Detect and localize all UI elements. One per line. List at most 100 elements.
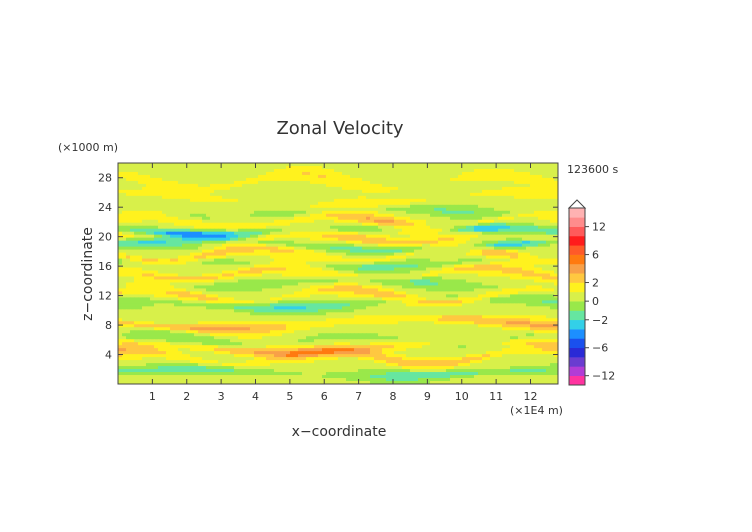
field-cell (554, 243, 559, 248)
field-cell (554, 249, 559, 253)
field-cell (494, 273, 499, 277)
field-cell (478, 231, 483, 236)
field-cell (374, 246, 379, 251)
field-cell (186, 237, 191, 242)
field-cell (230, 216, 235, 221)
field-cell (510, 231, 515, 236)
field-cell (286, 222, 291, 227)
field-cell (246, 165, 251, 170)
field-cell (238, 291, 243, 295)
field-cell (350, 264, 355, 268)
field-cell (130, 264, 135, 268)
field-cell (438, 249, 443, 253)
field-cell (410, 270, 415, 274)
field-cell (286, 195, 291, 200)
field-cell (266, 225, 271, 230)
field-cell (314, 201, 319, 206)
field-cell (194, 180, 199, 185)
field-cell (126, 297, 131, 301)
field-cell (374, 291, 379, 295)
field-cell (218, 186, 223, 191)
field-cell (510, 291, 515, 295)
field-cell (354, 204, 359, 209)
field-cell (182, 234, 187, 239)
field-cell (130, 204, 135, 209)
field-cell (446, 168, 451, 173)
field-cell (342, 270, 347, 274)
field-cell (238, 252, 243, 256)
field-cell (254, 204, 259, 209)
field-cell (358, 243, 363, 248)
field-cell (422, 246, 427, 251)
field-cell (338, 204, 343, 209)
field-cell (122, 240, 127, 245)
field-cell (366, 180, 371, 185)
field-cell (226, 243, 231, 248)
field-cell (190, 267, 195, 271)
field-cell (478, 246, 483, 251)
field-cell (426, 198, 431, 203)
field-cell (202, 186, 207, 191)
field-cell (130, 171, 135, 176)
field-cell (294, 195, 299, 200)
field-cell (542, 186, 547, 191)
field-cell (226, 186, 231, 191)
field-cell (266, 198, 271, 203)
field-cell (186, 213, 191, 218)
field-cell (530, 163, 535, 167)
field-cell (422, 192, 427, 197)
field-cell (266, 219, 271, 224)
field-cell (370, 234, 375, 239)
field-cell (446, 231, 451, 236)
field-cell (498, 258, 503, 262)
field-cell (442, 171, 447, 176)
field-cell (294, 186, 299, 191)
field-cell (242, 264, 247, 268)
field-cell (282, 213, 287, 218)
field-cell (262, 171, 267, 176)
field-cell (422, 186, 427, 191)
field-cell (450, 210, 455, 215)
field-cell (362, 186, 367, 191)
field-cell (378, 222, 383, 227)
field-cell (310, 198, 315, 203)
field-cell (518, 186, 523, 191)
field-cell (194, 192, 199, 197)
field-cell (266, 231, 271, 236)
field-cell (206, 210, 211, 215)
field-cell (482, 174, 487, 179)
field-cell (426, 195, 431, 200)
field-cell (166, 279, 171, 283)
field-cell (266, 168, 271, 173)
field-cell (222, 216, 227, 221)
field-cell (434, 222, 439, 227)
field-cell (190, 285, 195, 289)
field-cell (486, 288, 491, 292)
field-cell (166, 261, 171, 265)
field-cell (214, 279, 219, 283)
field-cell (130, 267, 135, 271)
field-cell (238, 189, 243, 194)
field-cell (330, 240, 335, 245)
field-cell (518, 267, 523, 271)
field-cell (514, 228, 519, 233)
field-cell (338, 165, 343, 170)
field-cell (494, 180, 499, 185)
field-cell (390, 288, 395, 292)
field-cell (426, 270, 431, 274)
field-cell (178, 204, 183, 209)
field-cell (438, 163, 443, 167)
field-cell (534, 168, 539, 173)
field-cell (318, 171, 323, 176)
field-cell (190, 243, 195, 248)
field-cell (522, 198, 527, 203)
field-cell (158, 240, 163, 245)
field-cell (158, 237, 163, 242)
field-cell (474, 255, 479, 259)
field-cell (274, 168, 279, 173)
field-cell (554, 163, 559, 167)
field-cell (534, 270, 539, 274)
field-cell (138, 237, 143, 242)
field-cell (482, 240, 487, 245)
field-cell (186, 276, 191, 280)
